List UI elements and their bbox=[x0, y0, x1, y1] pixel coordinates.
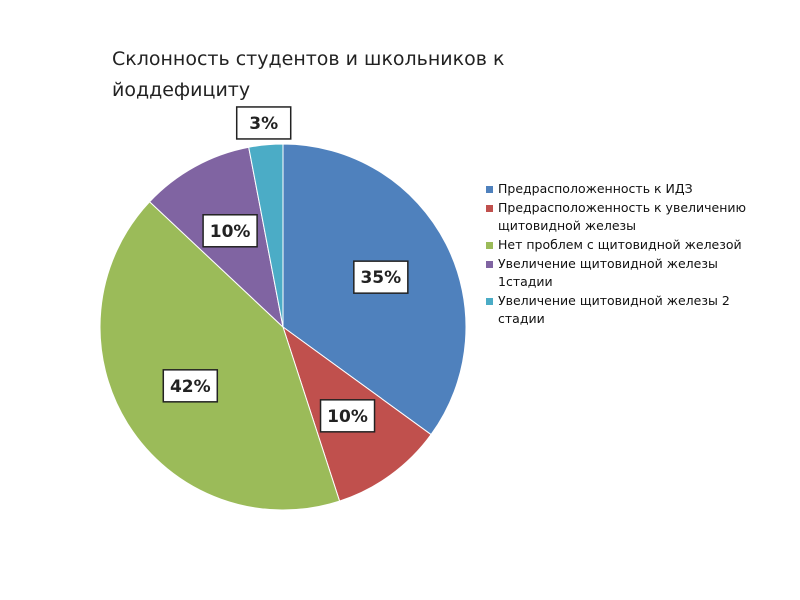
legend-item: Предрасположенность к увеличению щитовид… bbox=[486, 199, 766, 235]
legend-label: Предрасположенность к увеличению щитовид… bbox=[498, 200, 747, 233]
legend-label: Нет проблем с щитовидной железой bbox=[498, 237, 742, 252]
legend-item: Нет проблем с щитовидной железой bbox=[486, 236, 766, 254]
chart-title: Склонность студентов и школьников к йодд… bbox=[112, 48, 505, 101]
legend-item: Предрасположенность к ИДЗ bbox=[486, 180, 766, 198]
pie-slice bbox=[99, 201, 341, 511]
data-label: 10% bbox=[327, 407, 368, 427]
legend-swatch bbox=[486, 186, 493, 193]
pie-slice bbox=[248, 143, 284, 328]
label-box bbox=[235, 106, 292, 140]
label-box bbox=[319, 399, 376, 433]
legend-label: Увеличение щитовидной железы 1стадии bbox=[498, 256, 718, 289]
label-box bbox=[353, 260, 409, 294]
data-label: 10% bbox=[210, 222, 251, 242]
data-label: 42% bbox=[170, 377, 211, 397]
data-label: 3% bbox=[249, 114, 278, 134]
legend-swatch bbox=[486, 205, 493, 212]
label-box bbox=[202, 214, 258, 248]
legend-label: Предрасположенность к ИДЗ bbox=[498, 181, 693, 196]
legend-swatch bbox=[486, 242, 493, 249]
legend-swatch bbox=[486, 298, 493, 305]
label-box bbox=[162, 369, 219, 403]
data-label: 35% bbox=[360, 268, 401, 288]
legend-swatch bbox=[486, 261, 493, 268]
legend-label: Увеличение щитовидной железы 2 стадии bbox=[498, 293, 730, 326]
legend-item: Увеличение щитовидной железы 1стадии bbox=[486, 255, 766, 291]
legend-item: Увеличение щитовидной железы 2 стадии bbox=[486, 292, 766, 328]
legend: Предрасположенность к ИДЗ Предрасположенн… bbox=[486, 180, 766, 329]
